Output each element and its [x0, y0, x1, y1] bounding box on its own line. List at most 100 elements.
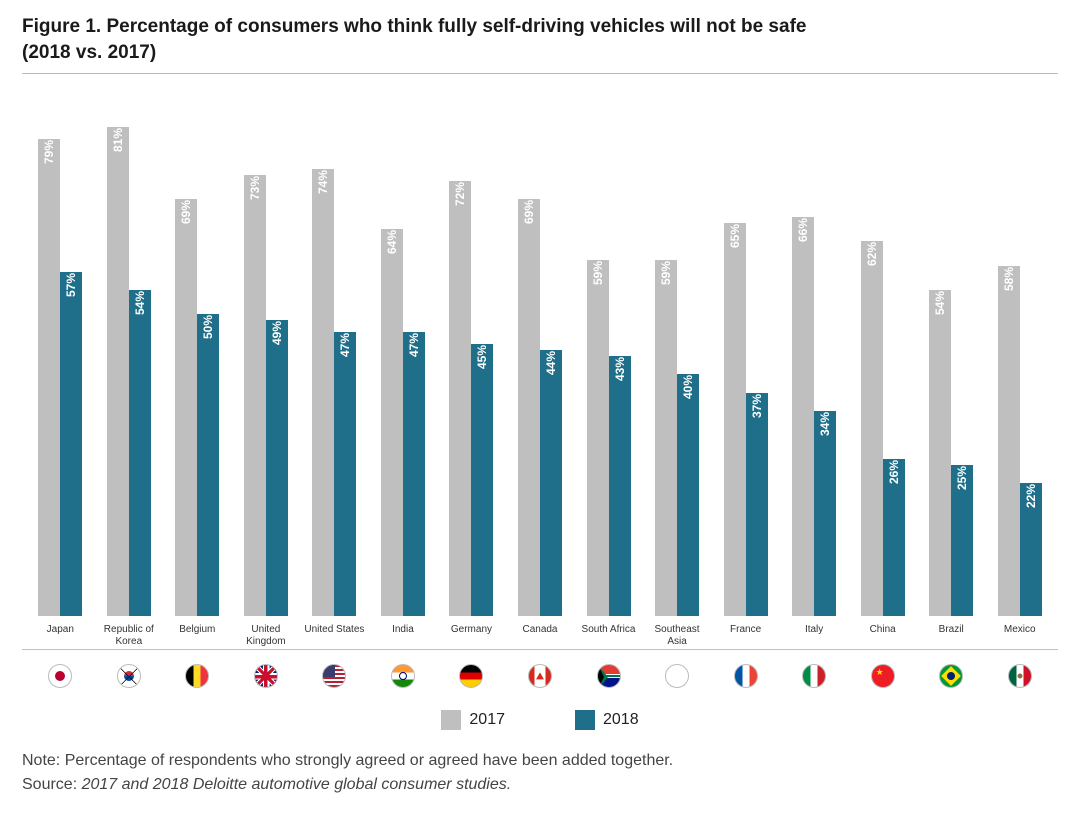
- bar-2017: 65%: [724, 223, 746, 616]
- category-label: China: [848, 624, 917, 647]
- bar-2018: 37%: [746, 393, 768, 617]
- bar-label: 54%: [933, 291, 947, 315]
- flag-row: [22, 664, 1058, 688]
- title-rule: [22, 73, 1058, 74]
- category-label: Republic of Korea: [95, 624, 164, 647]
- bar-label: 22%: [1024, 484, 1038, 508]
- flag-icon: [254, 664, 278, 688]
- legend-label-2018: 2018: [603, 711, 639, 729]
- flag-wrap: [95, 664, 164, 688]
- bar-label: 34%: [818, 412, 832, 436]
- legend-item-2018: 2018: [575, 710, 639, 730]
- bar-2017: 69%: [518, 199, 540, 616]
- bar-2018: 43%: [609, 356, 631, 616]
- bar-group: 54% 25%: [917, 96, 986, 616]
- bar-2018: 34%: [814, 411, 836, 617]
- bar-2017: 74%: [312, 169, 334, 616]
- bar-label: 25%: [955, 466, 969, 490]
- legend-swatch-2018: [575, 710, 595, 730]
- chart-container: 79% 57% 81% 54% 69% 50% 73% 49% 74% 47% 64% 47% 72% 4…: [22, 96, 1058, 688]
- bar-label: 57%: [64, 273, 78, 297]
- bar-label: 79%: [42, 140, 56, 164]
- bar-group: 81% 54%: [95, 96, 164, 616]
- bar-label: 69%: [522, 200, 536, 224]
- category-label: Germany: [437, 624, 506, 647]
- bar-2017: 66%: [792, 217, 814, 616]
- source-label: Source:: [22, 776, 82, 793]
- bar-label: 49%: [270, 321, 284, 345]
- flag-icon: [939, 664, 963, 688]
- bar-2017: 81%: [107, 127, 129, 617]
- flag-wrap: [506, 664, 575, 688]
- flag-icon: [322, 664, 346, 688]
- bar-label: 69%: [179, 200, 193, 224]
- bar-2018: 40%: [677, 374, 699, 616]
- bar-group: 66% 34%: [780, 96, 849, 616]
- category-label: South Africa: [574, 624, 643, 647]
- flag-icon: [1008, 664, 1032, 688]
- note: Note: Percentage of respondents who stro…: [22, 752, 1058, 770]
- bar-label: 74%: [316, 170, 330, 194]
- bar-2018: 22%: [1020, 483, 1042, 616]
- flag-icon: [48, 664, 72, 688]
- bar-label: 73%: [248, 176, 262, 200]
- source-text: 2017 and 2018 Deloitte automotive global…: [82, 776, 512, 793]
- flag-wrap: [26, 664, 95, 688]
- legend-item-2017: 2017: [441, 710, 505, 730]
- legend: 2017 2018: [22, 710, 1058, 730]
- bar-label: 47%: [338, 333, 352, 357]
- flag-icon: [665, 664, 689, 688]
- bar-group: 65% 37%: [711, 96, 780, 616]
- title-line-1: Figure 1. Percentage of consumers who th…: [22, 16, 806, 37]
- x-axis-labels: JapanRepublic of KoreaBelgiumUnited King…: [22, 624, 1058, 647]
- flag-wrap: [917, 664, 986, 688]
- bar-label: 72%: [453, 182, 467, 206]
- flag-wrap: [232, 664, 301, 688]
- flag-wrap: [574, 664, 643, 688]
- bar-2018: 45%: [471, 344, 493, 616]
- bar-2017: 73%: [244, 175, 266, 616]
- bar-label: 45%: [475, 345, 489, 369]
- flag-icon: [802, 664, 826, 688]
- figure-title: Figure 1. Percentage of consumers who th…: [22, 14, 1058, 65]
- flag-icon: [871, 664, 895, 688]
- bar-label: 65%: [728, 224, 742, 248]
- flag-icon: [185, 664, 209, 688]
- legend-swatch-2017: [441, 710, 461, 730]
- bar-group: 64% 47%: [369, 96, 438, 616]
- bar-2017: 79%: [38, 139, 60, 617]
- bar-label: 44%: [544, 351, 558, 375]
- category-label: India: [369, 624, 438, 647]
- bar-label: 40%: [681, 375, 695, 399]
- flag-wrap: [300, 664, 369, 688]
- flag-wrap: [369, 664, 438, 688]
- bar-2018: 47%: [403, 332, 425, 616]
- bar-2017: 72%: [449, 181, 471, 616]
- bar-label: 64%: [385, 230, 399, 254]
- bar-2017: 64%: [381, 229, 403, 616]
- bar-group: 58%22%: [985, 96, 1054, 616]
- category-label: Brazil: [917, 624, 986, 647]
- bar-group: 69% 44%: [506, 96, 575, 616]
- bar-group: 73% 49%: [232, 96, 301, 616]
- bar-2018: 47%: [334, 332, 356, 616]
- bar-label: 37%: [750, 394, 764, 418]
- bar-2017: 69%: [175, 199, 197, 616]
- bar-2018: 50%: [197, 314, 219, 616]
- note-text: Percentage of respondents who strongly a…: [65, 752, 673, 769]
- bar-2018: 26%: [883, 459, 905, 616]
- bar-group: 59% 40%: [643, 96, 712, 616]
- bar-label: 59%: [591, 261, 605, 285]
- bar-label: 47%: [407, 333, 421, 357]
- flag-icon: [734, 664, 758, 688]
- bar-2018: 49%: [266, 320, 288, 616]
- category-label: France: [711, 624, 780, 647]
- flag-wrap: [780, 664, 849, 688]
- flag-wrap: [985, 664, 1054, 688]
- flag-icon: [459, 664, 483, 688]
- bar-2018: 57%: [60, 272, 82, 617]
- flag-wrap: [643, 664, 712, 688]
- bar-2017: 59%: [655, 260, 677, 617]
- bar-2017: 59%: [587, 260, 609, 617]
- bar-label: 54%: [133, 291, 147, 315]
